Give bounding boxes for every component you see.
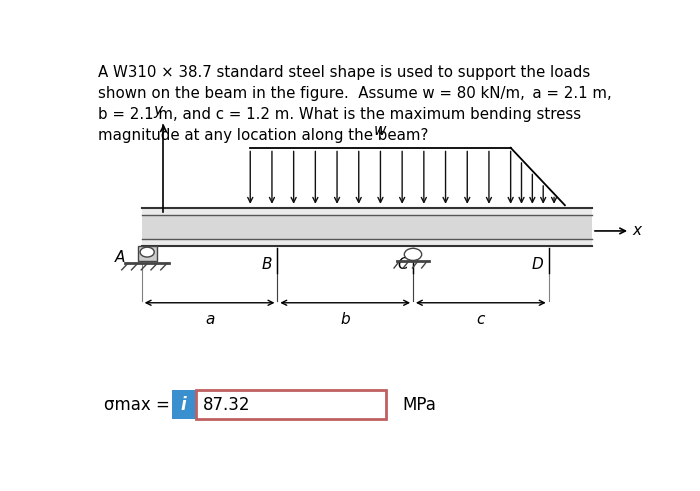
Circle shape	[140, 247, 154, 257]
Text: D: D	[531, 257, 543, 273]
Text: 87.32: 87.32	[202, 396, 250, 414]
Text: A W310 × 38.7 standard steel shape is used to support the loads
shown on the bea: A W310 × 38.7 standard steel shape is us…	[98, 65, 612, 142]
Bar	[138, 246, 157, 261]
Text: C: C	[397, 257, 407, 273]
Text: w: w	[374, 123, 386, 138]
Bar	[196, 390, 386, 419]
Text: i: i	[181, 396, 187, 414]
Bar	[141, 239, 592, 246]
Bar	[141, 208, 592, 246]
Text: y: y	[153, 103, 162, 117]
Text: MPa: MPa	[402, 396, 436, 414]
Bar	[172, 390, 196, 419]
Text: x: x	[633, 223, 642, 239]
Text: σmax =: σmax =	[104, 396, 169, 414]
Text: A: A	[115, 250, 125, 265]
Text: b: b	[340, 312, 350, 327]
Text: B: B	[262, 257, 272, 273]
Circle shape	[405, 248, 421, 260]
Bar	[141, 208, 592, 215]
Text: a: a	[205, 312, 214, 327]
Text: c: c	[477, 312, 485, 327]
